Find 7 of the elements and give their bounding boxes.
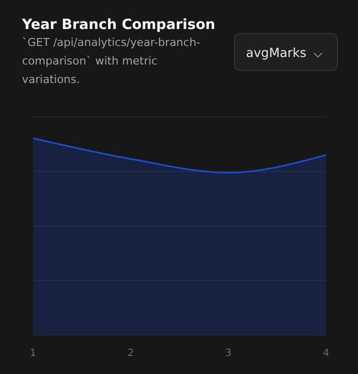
x-tick-label: 3 [225,348,232,359]
x-tick-label: 2 [127,348,134,359]
x-tick-label: 4 [322,348,330,359]
chart-subtitle: `GET /api/analytics/year-branch-comparison` with metric variations. [22,36,200,86]
x-tick-label: 1 [30,348,36,359]
dropdown: avgMarks [234,33,338,71]
chart-title: Year Branch Comparison [21,17,216,33]
